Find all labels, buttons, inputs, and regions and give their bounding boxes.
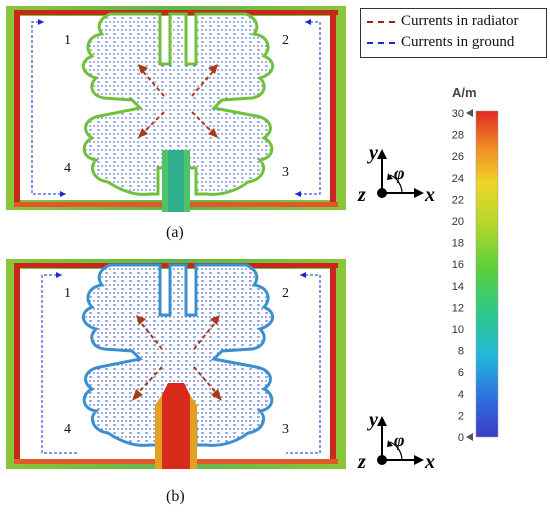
axis-label-y: y xyxy=(367,409,378,431)
colorbar-tick-label: 26 xyxy=(452,151,464,163)
colorbar-gradient xyxy=(475,110,499,438)
port-label-1: 1 xyxy=(64,286,71,301)
colorbar-tick-label: 14 xyxy=(452,281,464,293)
radiator-current-arrows xyxy=(139,67,217,135)
legend: Currents in radiator Currents in ground xyxy=(360,8,547,58)
caption-b: (b) xyxy=(166,488,185,505)
legend-swatch-ground xyxy=(367,41,395,44)
port-label-3: 3 xyxy=(282,165,289,180)
legend-label-ground: Currents in ground xyxy=(401,34,515,50)
colorbar-tick-label: 28 xyxy=(452,130,464,142)
colorbar-tick-label: 20 xyxy=(452,216,464,228)
colorbar-max-marker xyxy=(466,109,473,117)
axis-label-z: z xyxy=(357,451,366,473)
legend-label-radiator: Currents in radiator xyxy=(401,13,519,29)
ground-current-left xyxy=(41,274,78,454)
axis-label-phi: φ xyxy=(394,163,405,183)
port-label-1: 1 xyxy=(64,33,71,48)
legend-item-radiator: Currents in radiator xyxy=(367,13,518,30)
axis-label-x: x xyxy=(424,451,435,473)
port-label-4: 4 xyxy=(64,161,71,176)
ground-current-right xyxy=(295,21,321,195)
radiator-patch xyxy=(81,12,275,196)
colorbar-tick-label: 22 xyxy=(452,194,464,206)
colorbar-tick-label: 16 xyxy=(452,259,464,271)
colorbar-tick-label: 6 xyxy=(458,367,464,379)
colorbar-unit: A/m xyxy=(452,85,477,100)
legend-item-ground: Currents in ground xyxy=(367,34,514,51)
ground-current-right xyxy=(286,274,321,454)
axis-label-z: z xyxy=(357,184,366,206)
axis-label-phi: φ xyxy=(394,430,405,450)
axis-label-x: x xyxy=(424,184,435,206)
colorbar-tick-label: 12 xyxy=(452,302,464,314)
colorbar-tick-label: 2 xyxy=(458,410,464,422)
panel-b-simulation: 1 2 3 4 xyxy=(6,259,346,469)
colorbar-tick-label: 30 xyxy=(452,108,464,120)
colorbar-tick-label: 10 xyxy=(452,324,464,336)
feed-line xyxy=(162,383,190,469)
port-label-2: 2 xyxy=(282,286,289,301)
colorbar-tick-label: 8 xyxy=(458,346,464,358)
panel-a-simulation: 1 2 3 4 xyxy=(6,6,346,212)
port-label-3: 3 xyxy=(282,422,289,437)
colorbar-tick-label: 24 xyxy=(452,173,464,185)
radiator-current-arrows xyxy=(135,318,219,396)
legend-swatch-radiator xyxy=(367,20,395,23)
colorbar-tick-label: 0 xyxy=(458,432,464,444)
axis-label-y: y xyxy=(367,142,378,164)
colorbar-tick-label: 18 xyxy=(452,238,464,250)
port-label-2: 2 xyxy=(282,33,289,48)
axes-indicator-a: y φ z x xyxy=(357,142,435,206)
caption-a: (a) xyxy=(166,224,184,241)
colorbar-tick-label: 4 xyxy=(458,389,464,401)
colorbar-min-marker xyxy=(466,433,473,441)
port-label-4: 4 xyxy=(64,422,71,437)
axes-indicator-b: y φ z x xyxy=(357,409,435,473)
